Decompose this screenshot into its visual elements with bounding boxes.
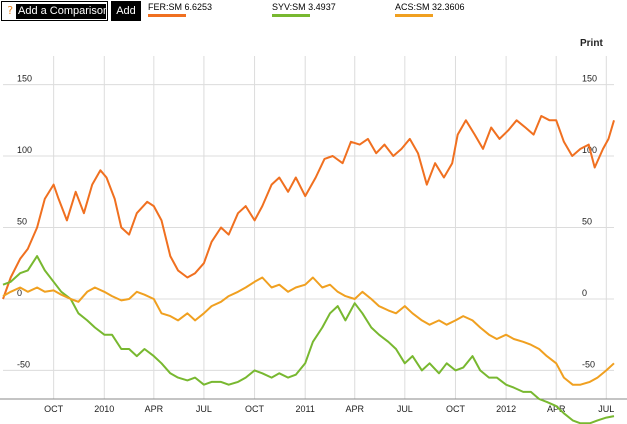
y-tick-label-left: 100 xyxy=(17,145,32,155)
legend-label-fer: FER:SM 6.6253 xyxy=(148,2,213,12)
legend-label-acs: ACS:SM 32.3606 xyxy=(395,2,465,12)
x-tick-label: JUL xyxy=(397,404,413,414)
y-tick-label-right: 150 xyxy=(582,74,597,84)
print-button[interactable]: Print xyxy=(580,38,603,49)
y-tick-label-left: 50 xyxy=(17,217,27,227)
add-button[interactable]: Add xyxy=(111,1,141,21)
y-tick-label-left: 150 xyxy=(17,74,32,84)
x-tick-label: APR xyxy=(547,404,566,414)
x-tick-label: 2010 xyxy=(94,404,114,414)
legend-swatch-acs xyxy=(395,14,433,17)
x-tick-label: JUL xyxy=(196,404,212,414)
y-tick-label-right: 50 xyxy=(582,217,592,227)
add-comparison-input[interactable]: Add a Comparison xyxy=(16,4,106,19)
y-tick-label-left: -50 xyxy=(17,359,30,369)
x-tick-label: OCT xyxy=(446,404,466,414)
series-line-syv xyxy=(2,255,615,424)
help-icon[interactable]: ? xyxy=(6,4,14,17)
legend-swatch-syv xyxy=(272,14,310,17)
x-tick-label: 2011 xyxy=(296,404,315,414)
x-tick-label: APR xyxy=(145,404,164,414)
y-tick-label-right: -50 xyxy=(582,359,595,369)
y-tick-label-left: 0 xyxy=(17,288,22,298)
comparison-box: ? Add a Comparison xyxy=(1,1,108,21)
legend-swatch-fer xyxy=(148,14,186,17)
toolbar: ? Add a Comparison Add FER:SM 6.6253 SYV… xyxy=(0,0,627,24)
series-line-fer xyxy=(2,115,615,300)
legend-label-syv: SYV:SM 3.4937 xyxy=(272,2,336,12)
x-tick-label: 2012 xyxy=(496,404,516,414)
x-tick-label: OCT xyxy=(44,404,64,414)
series-line-acs xyxy=(2,276,615,386)
y-tick-label-right: 0 xyxy=(582,288,587,298)
x-tick-label: OCT xyxy=(245,404,265,414)
x-tick-label: JUL xyxy=(598,404,614,414)
x-tick-label: APR xyxy=(345,404,364,414)
